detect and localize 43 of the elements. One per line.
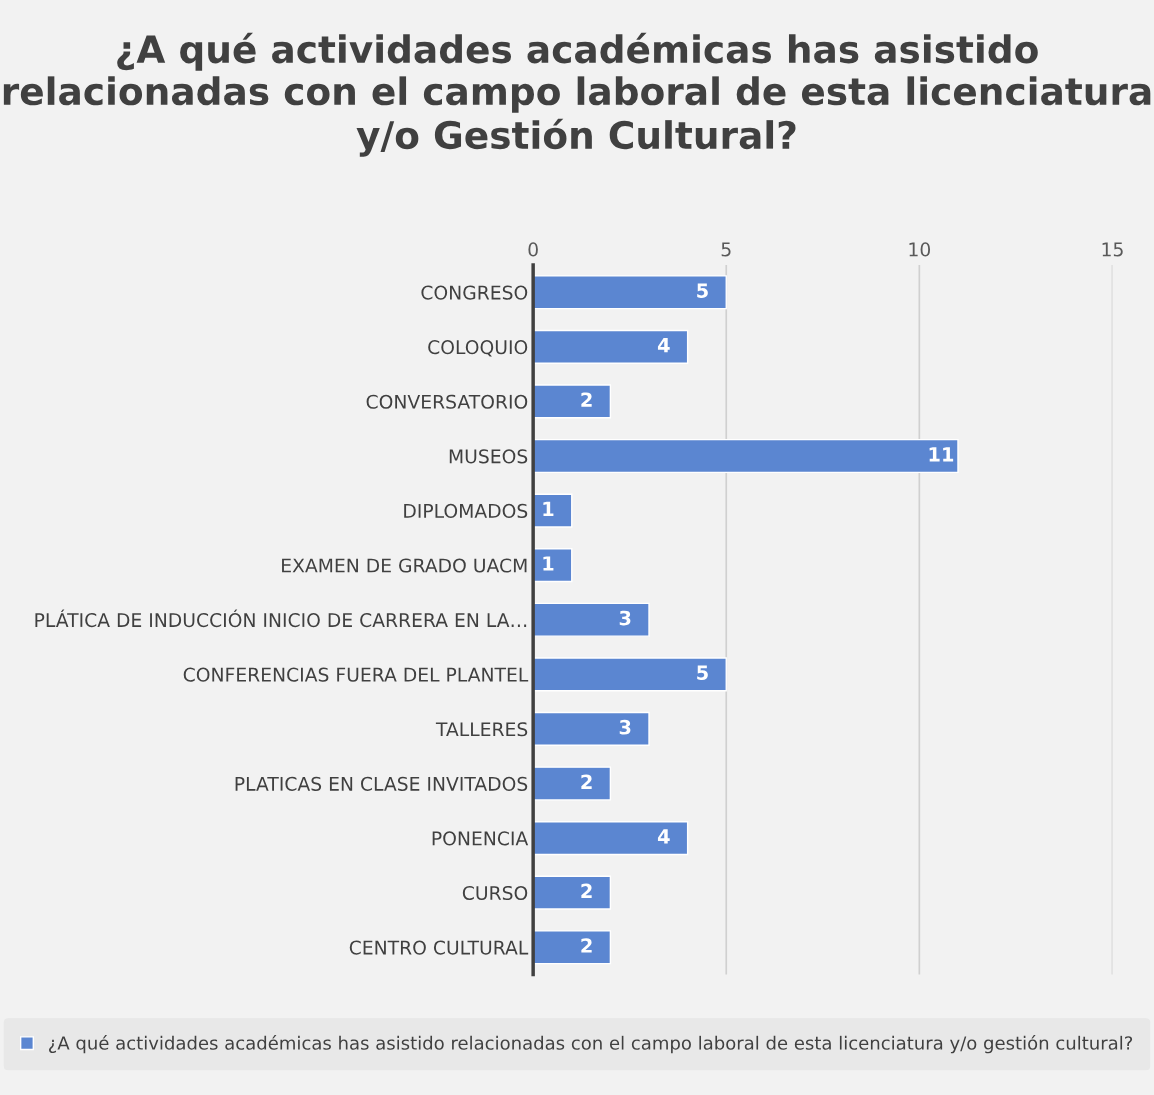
- bar: [533, 329, 689, 364]
- data-label: 3: [619, 610, 631, 626]
- y-tick-label: EXAMEN DE GRADO UACM: [282, 558, 527, 573]
- bar: [533, 930, 612, 965]
- bar: [533, 275, 727, 310]
- y-tick-label: DIPLOMADOS: [404, 503, 528, 518]
- bar: [533, 766, 612, 801]
- y-tick-label: PONENCIA: [432, 831, 529, 846]
- data-label: 2: [581, 774, 592, 789]
- bar: [533, 821, 689, 856]
- bar: [533, 875, 612, 910]
- bar: [533, 657, 727, 692]
- y-tick-label: PLÁTICA DE INDUCCIÓN INICIO DE CARRERA EN LA…: [35, 609, 527, 628]
- x-tick-label: 5: [721, 242, 731, 257]
- y-tick-label: CURSO: [462, 885, 528, 901]
- data-label: 2: [581, 883, 592, 899]
- data-label: 11: [929, 447, 954, 462]
- data-label: 4: [657, 829, 670, 844]
- legend-label: ¿A qué actividades académicas has asistido relacionadas con el campo laboral de esta licenciatura y/o gestión cultural?: [49, 1035, 1133, 1054]
- bar: [533, 711, 650, 747]
- x-tick-label: 10: [909, 242, 931, 257]
- y-tick-label: TALLERES: [435, 722, 528, 737]
- data-label: 5: [697, 665, 708, 680]
- data-label: 1: [543, 501, 554, 516]
- y-tick-label: CONGRESO: [421, 285, 528, 300]
- x-tick-label: 0: [528, 242, 538, 257]
- y-tick-label: CONFERENCIAS FUERA DEL PLANTEL: [183, 667, 529, 682]
- y-tick-label: COLOQUIO: [428, 340, 528, 357]
- data-label: 2: [581, 938, 592, 953]
- y-tick-label: MUSEOS: [449, 449, 528, 464]
- x-tick-label: 15: [1102, 242, 1123, 257]
- data-label: 2: [581, 392, 592, 407]
- bar: [533, 384, 612, 419]
- y-tick-label: CONVERSATORIO: [366, 394, 528, 409]
- y-tick-label: PLATICAS EN CLASE INVITADOS: [235, 776, 528, 791]
- data-label: 1: [543, 556, 554, 571]
- bar: [533, 602, 650, 637]
- data-label: 4: [657, 338, 670, 353]
- data-label: 5: [697, 283, 708, 298]
- chart-title: ¿A qué actividades académicas has asistido relacionadas con el campo laboral de esta licenciatura y/o Gestión Cultural?: [3, 32, 1151, 157]
- y-tick-label: CENTRO CULTURAL: [349, 940, 529, 955]
- bar: [533, 438, 959, 474]
- data-label: 3: [619, 719, 631, 735]
